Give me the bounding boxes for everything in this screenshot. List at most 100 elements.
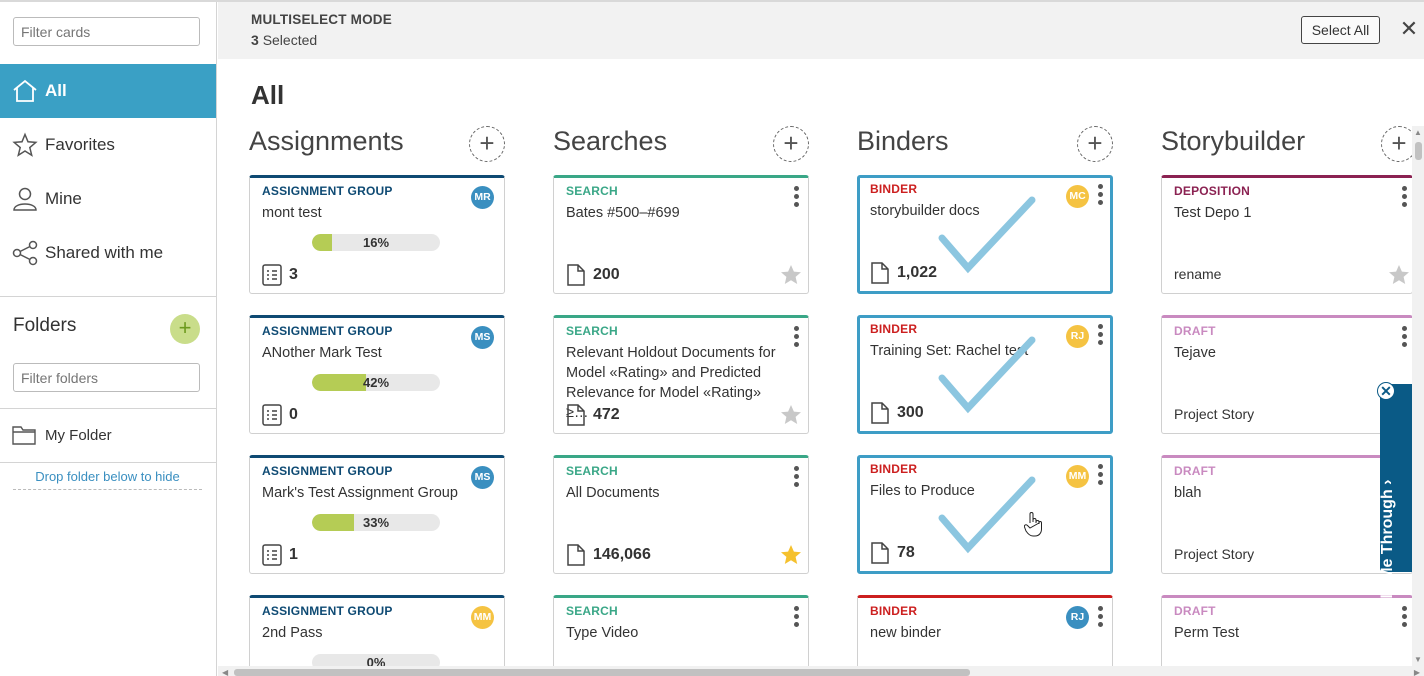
add-binder-button[interactable]: + <box>1077 126 1113 162</box>
avatar: MC <box>1066 185 1089 208</box>
add-search-button[interactable]: + <box>773 126 809 162</box>
binder-card-selected[interactable]: BINDER Training Set: Rachel test RJ 300 <box>857 315 1113 434</box>
card-type: ASSIGNMENT GROUP <box>262 184 393 198</box>
item-count: 200 <box>566 264 620 286</box>
assignment-card[interactable]: ASSIGNMENT GROUP ANother Mark Test MS 42… <box>249 315 505 434</box>
more-menu-icon[interactable] <box>1098 324 1104 346</box>
checkmark-icon <box>938 336 1036 414</box>
count-value: 146,066 <box>593 546 651 563</box>
draft-card[interactable]: DRAFT Tejave Project Story <box>1161 315 1413 434</box>
folder-item-my-folder[interactable]: My Folder <box>12 425 112 445</box>
binder-card[interactable]: BINDER new binder RJ <box>857 595 1113 676</box>
nav-item-shared[interactable]: Shared with me <box>0 226 216 280</box>
star-icon[interactable] <box>780 404 802 426</box>
assignment-card[interactable]: ASSIGNMENT GROUP 2nd Pass MM 0% <box>249 595 505 676</box>
card-footer: Project Story <box>1174 546 1255 562</box>
binder-card-selected[interactable]: BINDER Files to Produce MM 78 <box>857 455 1113 574</box>
nav-label-shared: Shared with me <box>45 243 164 262</box>
more-menu-icon[interactable] <box>1402 606 1408 628</box>
deposition-card[interactable]: DEPOSITION Test Depo 1 rename <box>1161 175 1413 294</box>
nav-item-mine[interactable]: Mine <box>0 172 216 226</box>
draft-card[interactable]: DRAFT blah Project Story <box>1161 455 1413 574</box>
progress-bar: 33% <box>312 514 440 531</box>
select-all-button[interactable]: Select All <box>1301 16 1380 44</box>
card-type: DRAFT <box>1174 464 1216 478</box>
draft-card[interactable]: DRAFT Perm Test <box>1161 595 1413 676</box>
item-count: 3 <box>262 264 298 286</box>
selected-count: 3 Selected <box>251 32 317 48</box>
card-title: Type Video <box>566 625 639 641</box>
document-icon <box>871 542 889 564</box>
assignment-card[interactable]: ASSIGNMENT GROUP Mark's Test Assignment … <box>249 455 505 574</box>
more-menu-icon[interactable] <box>1098 606 1104 628</box>
card-title: ANother Mark Test <box>262 345 382 361</box>
card-type: SEARCH <box>566 324 618 338</box>
filter-folders-input[interactable] <box>13 363 200 392</box>
person-icon <box>13 187 37 211</box>
column-title-binders: Binders <box>857 126 949 156</box>
nav-item-favorites[interactable]: Favorites <box>0 118 216 172</box>
count-value: 200 <box>593 266 620 283</box>
filter-cards-input[interactable] <box>13 17 200 46</box>
search-card[interactable]: SEARCH All Documents 146,066 <box>553 455 809 574</box>
more-menu-icon[interactable] <box>794 606 800 628</box>
sidebar-divider <box>0 408 216 409</box>
card-type: ASSIGNMENT GROUP <box>262 604 393 618</box>
item-count: 1 <box>262 544 298 566</box>
progress-fill <box>312 374 366 391</box>
count-value: 1,022 <box>897 264 938 281</box>
document-icon <box>871 402 889 424</box>
sidebar: All Favorites Mine Shared with me Folder… <box>0 2 217 676</box>
share-icon <box>12 240 38 266</box>
count-value: 1 <box>289 546 298 563</box>
search-card[interactable]: SEARCH Relevant Holdout Documents for Mo… <box>553 315 809 434</box>
card-type: BINDER <box>870 182 918 196</box>
more-menu-icon[interactable] <box>1098 184 1104 206</box>
add-folder-button[interactable]: + <box>170 314 200 344</box>
search-card[interactable]: SEARCH Type Video <box>553 595 809 676</box>
scrollbar-thumb[interactable] <box>1415 142 1422 160</box>
item-count: 0 <box>262 404 298 426</box>
close-icon[interactable]: ✕ <box>1399 16 1419 41</box>
star-icon[interactable] <box>1388 264 1410 286</box>
more-menu-icon[interactable] <box>794 186 800 208</box>
card-type: SEARCH <box>566 464 618 478</box>
card-type: DRAFT <box>1174 324 1216 338</box>
card-footer: rename <box>1174 266 1222 282</box>
more-menu-icon[interactable] <box>1402 326 1408 348</box>
page-title: All <box>251 80 285 110</box>
selected-count-number: 3 <box>251 32 259 48</box>
sidebar-divider <box>0 462 216 463</box>
star-filled-icon[interactable] <box>780 544 802 566</box>
card-type: DRAFT <box>1174 604 1216 618</box>
card-title: Files to Produce <box>870 483 975 499</box>
sidebar-divider <box>0 296 216 297</box>
card-title: blah <box>1174 485 1202 501</box>
more-menu-icon[interactable] <box>794 326 800 348</box>
scrollbar-thumb[interactable] <box>234 669 970 676</box>
document-icon <box>567 404 585 426</box>
progress-fill <box>312 234 333 251</box>
column-title-searches: Searches <box>553 126 668 156</box>
card-footer: Project Story <box>1174 406 1255 422</box>
walk-me-through-close-icon[interactable]: ✕ <box>1377 382 1395 400</box>
more-menu-icon[interactable] <box>1402 186 1408 208</box>
nav-item-all[interactable]: All <box>0 64 216 118</box>
binder-card-selected[interactable]: BINDER storybuilder docs MC 1,022 <box>857 175 1113 294</box>
search-card[interactable]: SEARCH Bates #500–#699 200 <box>553 175 809 294</box>
card-title: mont test <box>262 205 322 221</box>
folder-icon <box>12 426 36 445</box>
card-type: SEARCH <box>566 604 618 618</box>
more-menu-icon[interactable] <box>794 466 800 488</box>
more-menu-icon[interactable] <box>1098 464 1104 486</box>
item-count: 472 <box>566 404 620 426</box>
card-title: Test Depo 1 <box>1174 205 1252 221</box>
assignment-card[interactable]: ASSIGNMENT GROUP mont test MR 16% 3 <box>249 175 505 294</box>
home-icon <box>13 79 37 102</box>
vertical-scrollbar[interactable]: ▲ ▼ <box>1412 126 1424 666</box>
checkmark-icon <box>938 476 1036 554</box>
star-icon[interactable] <box>780 264 802 286</box>
horizontal-scrollbar[interactable]: ◀ ▶ <box>218 666 1424 676</box>
card-type: SEARCH <box>566 184 618 198</box>
add-assignment-button[interactable]: + <box>469 126 505 162</box>
